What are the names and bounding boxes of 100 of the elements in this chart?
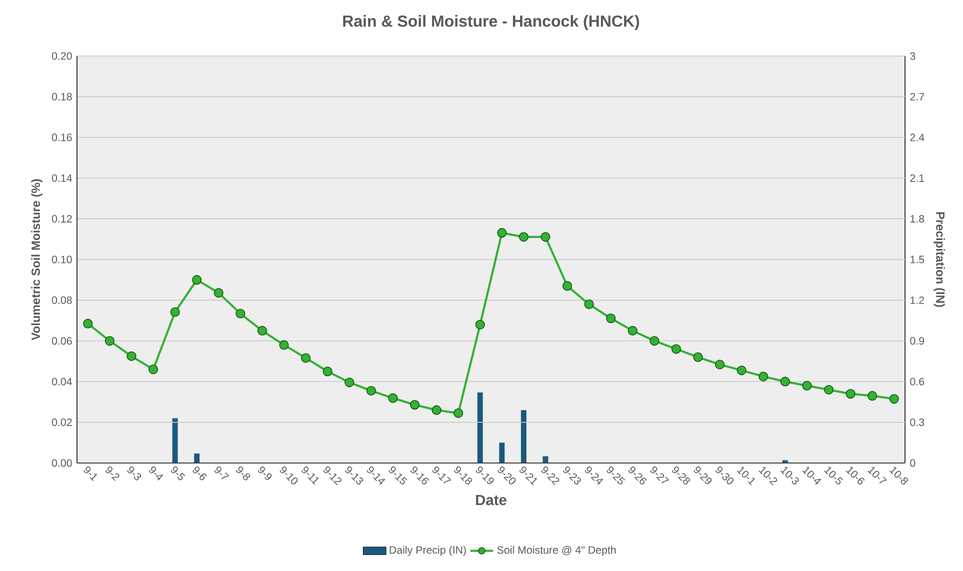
x-tick-label: 10-3 [780, 466, 799, 485]
x-tick-label: 9-26 [628, 466, 646, 484]
x-tick-label: 9-10 [280, 466, 298, 484]
x-tick-label: 10-4 [802, 466, 822, 485]
y-tick-label: 0.14 [52, 174, 72, 182]
bar [520, 410, 526, 463]
y2-tick-label: 0.3 [910, 418, 924, 426]
point [584, 299, 594, 310]
x-tick-label: 9-18 [454, 466, 472, 485]
x-tick-label: 9-9 [258, 466, 272, 480]
x-tick-label: 9-6 [192, 466, 207, 480]
point [214, 288, 224, 298]
x-tick-label: 9-1 [84, 466, 98, 482]
point [104, 336, 114, 346]
x-tick-label: 10-8 [889, 466, 908, 485]
point [671, 344, 682, 354]
y2-tick-label: 2.1 [910, 174, 924, 182]
point [170, 307, 180, 317]
y-tick-label: 0.00 [52, 459, 72, 467]
x-tick-label: 10-6 [846, 466, 864, 484]
point [780, 376, 790, 386]
y-tick-label: 0.06 [52, 337, 72, 345]
x-axis-title: Date [476, 494, 506, 506]
y2-tick-label: 3 [910, 52, 916, 60]
x-tick-label: 9-23 [563, 466, 582, 485]
point [518, 232, 528, 242]
bar [194, 454, 200, 463]
x-tick-label: 9-15 [388, 466, 408, 484]
point [650, 336, 660, 346]
y-tick-label: 0.20 [52, 52, 72, 60]
x-tick-label: 9-13 [345, 466, 364, 485]
point [606, 314, 616, 324]
point [322, 366, 332, 376]
point [540, 232, 550, 242]
x-tick-label: 9-17 [432, 466, 452, 484]
y2-tick-label: 1.8 [910, 215, 924, 223]
point [257, 326, 268, 336]
bar [477, 392, 483, 463]
x-tick-label: 10-7 [868, 466, 887, 484]
point [497, 228, 507, 238]
x-tick-label: 9-24 [584, 466, 604, 485]
point [802, 380, 812, 390]
y-tick-label: 0.16 [52, 134, 72, 142]
point [562, 281, 572, 291]
x-tick-label: 9-2 [106, 466, 120, 482]
point [344, 378, 354, 388]
point [236, 308, 246, 318]
y-tick-label: 0.12 [52, 215, 72, 223]
x-tick-label: 9-3 [127, 466, 142, 480]
point [388, 393, 398, 403]
x-tick-label: 9-19 [476, 466, 494, 484]
y2-axis-title: Precipitation (IN) [934, 212, 945, 307]
point [126, 351, 136, 361]
x-tick-label: 9-28 [672, 466, 690, 485]
point [432, 405, 442, 415]
bar [172, 418, 178, 463]
y2-tick-label: 0.6 [910, 378, 924, 386]
point [824, 384, 834, 395]
x-tick-label: 9-25 [606, 466, 626, 484]
y-tick-label: 0.08 [52, 296, 72, 304]
x-tick-label: 9-4 [149, 466, 164, 480]
x-tick-label: 9-20 [498, 466, 516, 484]
y-tick-label: 0.02 [52, 418, 72, 426]
y2-tick-label: 0 [910, 459, 916, 467]
y2-tick-label: 2.4 [910, 134, 924, 142]
y2-tick-label: 0.9 [910, 337, 924, 345]
point [758, 372, 768, 382]
x-tick-label: 9-8 [236, 466, 250, 480]
y-tick-label: 0.04 [52, 378, 72, 386]
x-tick-label: 10-5 [824, 466, 844, 484]
legend-label: Soil Moisture @ 4" Depth [497, 546, 616, 556]
x-tick-label: 9-27 [650, 466, 670, 484]
y2-tick-label: 1.5 [910, 256, 924, 264]
y-axis-title: Volumetric Soil Moisture (%) [31, 179, 42, 340]
point [846, 389, 856, 399]
x-tick-label: 9-7 [214, 466, 230, 480]
point [366, 386, 376, 396]
point [279, 340, 289, 350]
point [83, 318, 93, 328]
point [300, 353, 311, 363]
point [475, 320, 485, 330]
point [715, 360, 725, 370]
point [868, 391, 878, 401]
point [454, 408, 464, 418]
x-tick-label: 9-30 [716, 466, 734, 484]
y2-tick-label: 2.7 [910, 92, 924, 100]
point [192, 275, 202, 285]
point [628, 326, 638, 336]
y-tick-label: 0.10 [52, 256, 72, 264]
y-tick-label: 0.18 [52, 92, 72, 100]
point [148, 364, 158, 374]
x-tick-label: 9-14 [367, 466, 386, 485]
x-tick-label: 9-5 [170, 466, 186, 480]
bar [499, 442, 505, 463]
point [410, 400, 420, 410]
x-tick-label: 9-16 [410, 466, 429, 484]
chart-title: Rain & Soil Moisture - Hancock (HNCK) [343, 15, 640, 30]
point [889, 394, 899, 404]
point [693, 352, 703, 362]
legend-label: Daily Precip (IN) [390, 546, 466, 556]
